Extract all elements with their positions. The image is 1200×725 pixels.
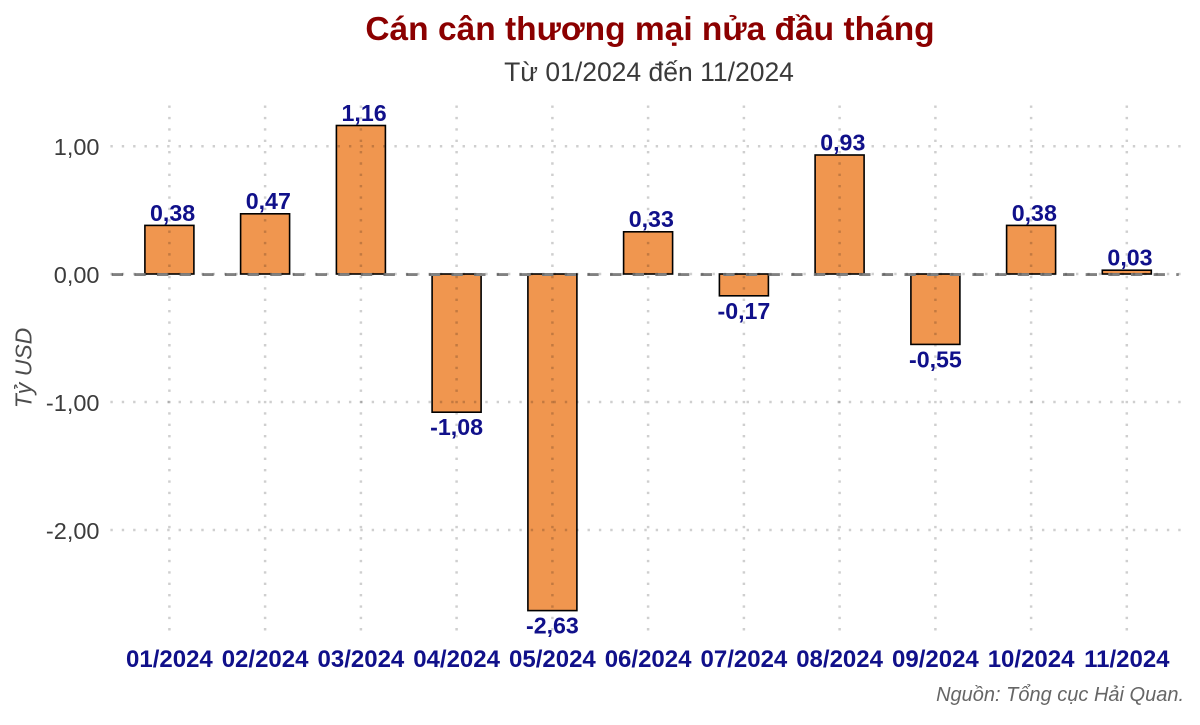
svg-text:04/2024: 04/2024	[413, 646, 500, 673]
svg-text:0,38: 0,38	[1012, 200, 1057, 226]
svg-text:0,33: 0,33	[629, 206, 674, 232]
svg-text:07/2024: 07/2024	[701, 646, 788, 673]
svg-text:09/2024: 09/2024	[892, 646, 979, 673]
svg-text:Nguồn: Tổng cục Hải Quan.: Nguồn: Tổng cục Hải Quan.	[936, 684, 1184, 706]
svg-text:10/2024: 10/2024	[988, 646, 1075, 673]
svg-text:03/2024: 03/2024	[318, 646, 405, 673]
svg-text:-0,55: -0,55	[909, 346, 962, 372]
svg-text:-1,00: -1,00	[46, 390, 100, 416]
svg-text:01/2024: 01/2024	[126, 646, 213, 673]
svg-text:11/2024: 11/2024	[1084, 646, 1170, 673]
svg-text:0,47: 0,47	[246, 188, 291, 214]
svg-text:0,38: 0,38	[150, 200, 195, 226]
svg-text:-0,17: -0,17	[717, 298, 770, 324]
svg-text:05/2024: 05/2024	[509, 646, 596, 673]
svg-text:-1,08: -1,08	[430, 414, 483, 440]
svg-text:Tỷ USD: Tỷ USD	[11, 328, 37, 409]
svg-text:-2,00: -2,00	[46, 518, 100, 544]
svg-text:-2,63: -2,63	[526, 613, 579, 639]
svg-text:1,16: 1,16	[342, 100, 387, 126]
svg-text:06/2024: 06/2024	[605, 646, 692, 673]
svg-text:Cán cân thương mại nửa đầu thá: Cán cân thương mại nửa đầu tháng	[365, 11, 934, 48]
svg-text:0,03: 0,03	[1107, 245, 1152, 271]
svg-text:0,93: 0,93	[820, 129, 865, 155]
svg-text:0,00: 0,00	[54, 262, 100, 288]
svg-text:Từ 01/2024 đến 11/2024: Từ 01/2024 đến 11/2024	[504, 57, 794, 87]
svg-text:02/2024: 02/2024	[222, 646, 309, 673]
svg-text:08/2024: 08/2024	[796, 646, 883, 673]
svg-text:1,00: 1,00	[54, 134, 100, 160]
